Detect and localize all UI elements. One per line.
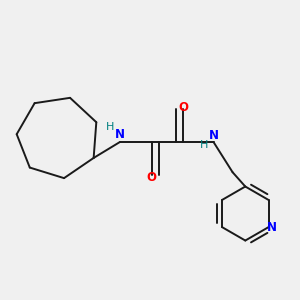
Text: H: H xyxy=(200,140,208,150)
Text: N: N xyxy=(208,129,218,142)
Text: H: H xyxy=(106,122,115,132)
Text: O: O xyxy=(147,170,157,184)
Text: N: N xyxy=(267,220,277,233)
Text: O: O xyxy=(178,100,188,114)
Text: N: N xyxy=(115,128,125,141)
